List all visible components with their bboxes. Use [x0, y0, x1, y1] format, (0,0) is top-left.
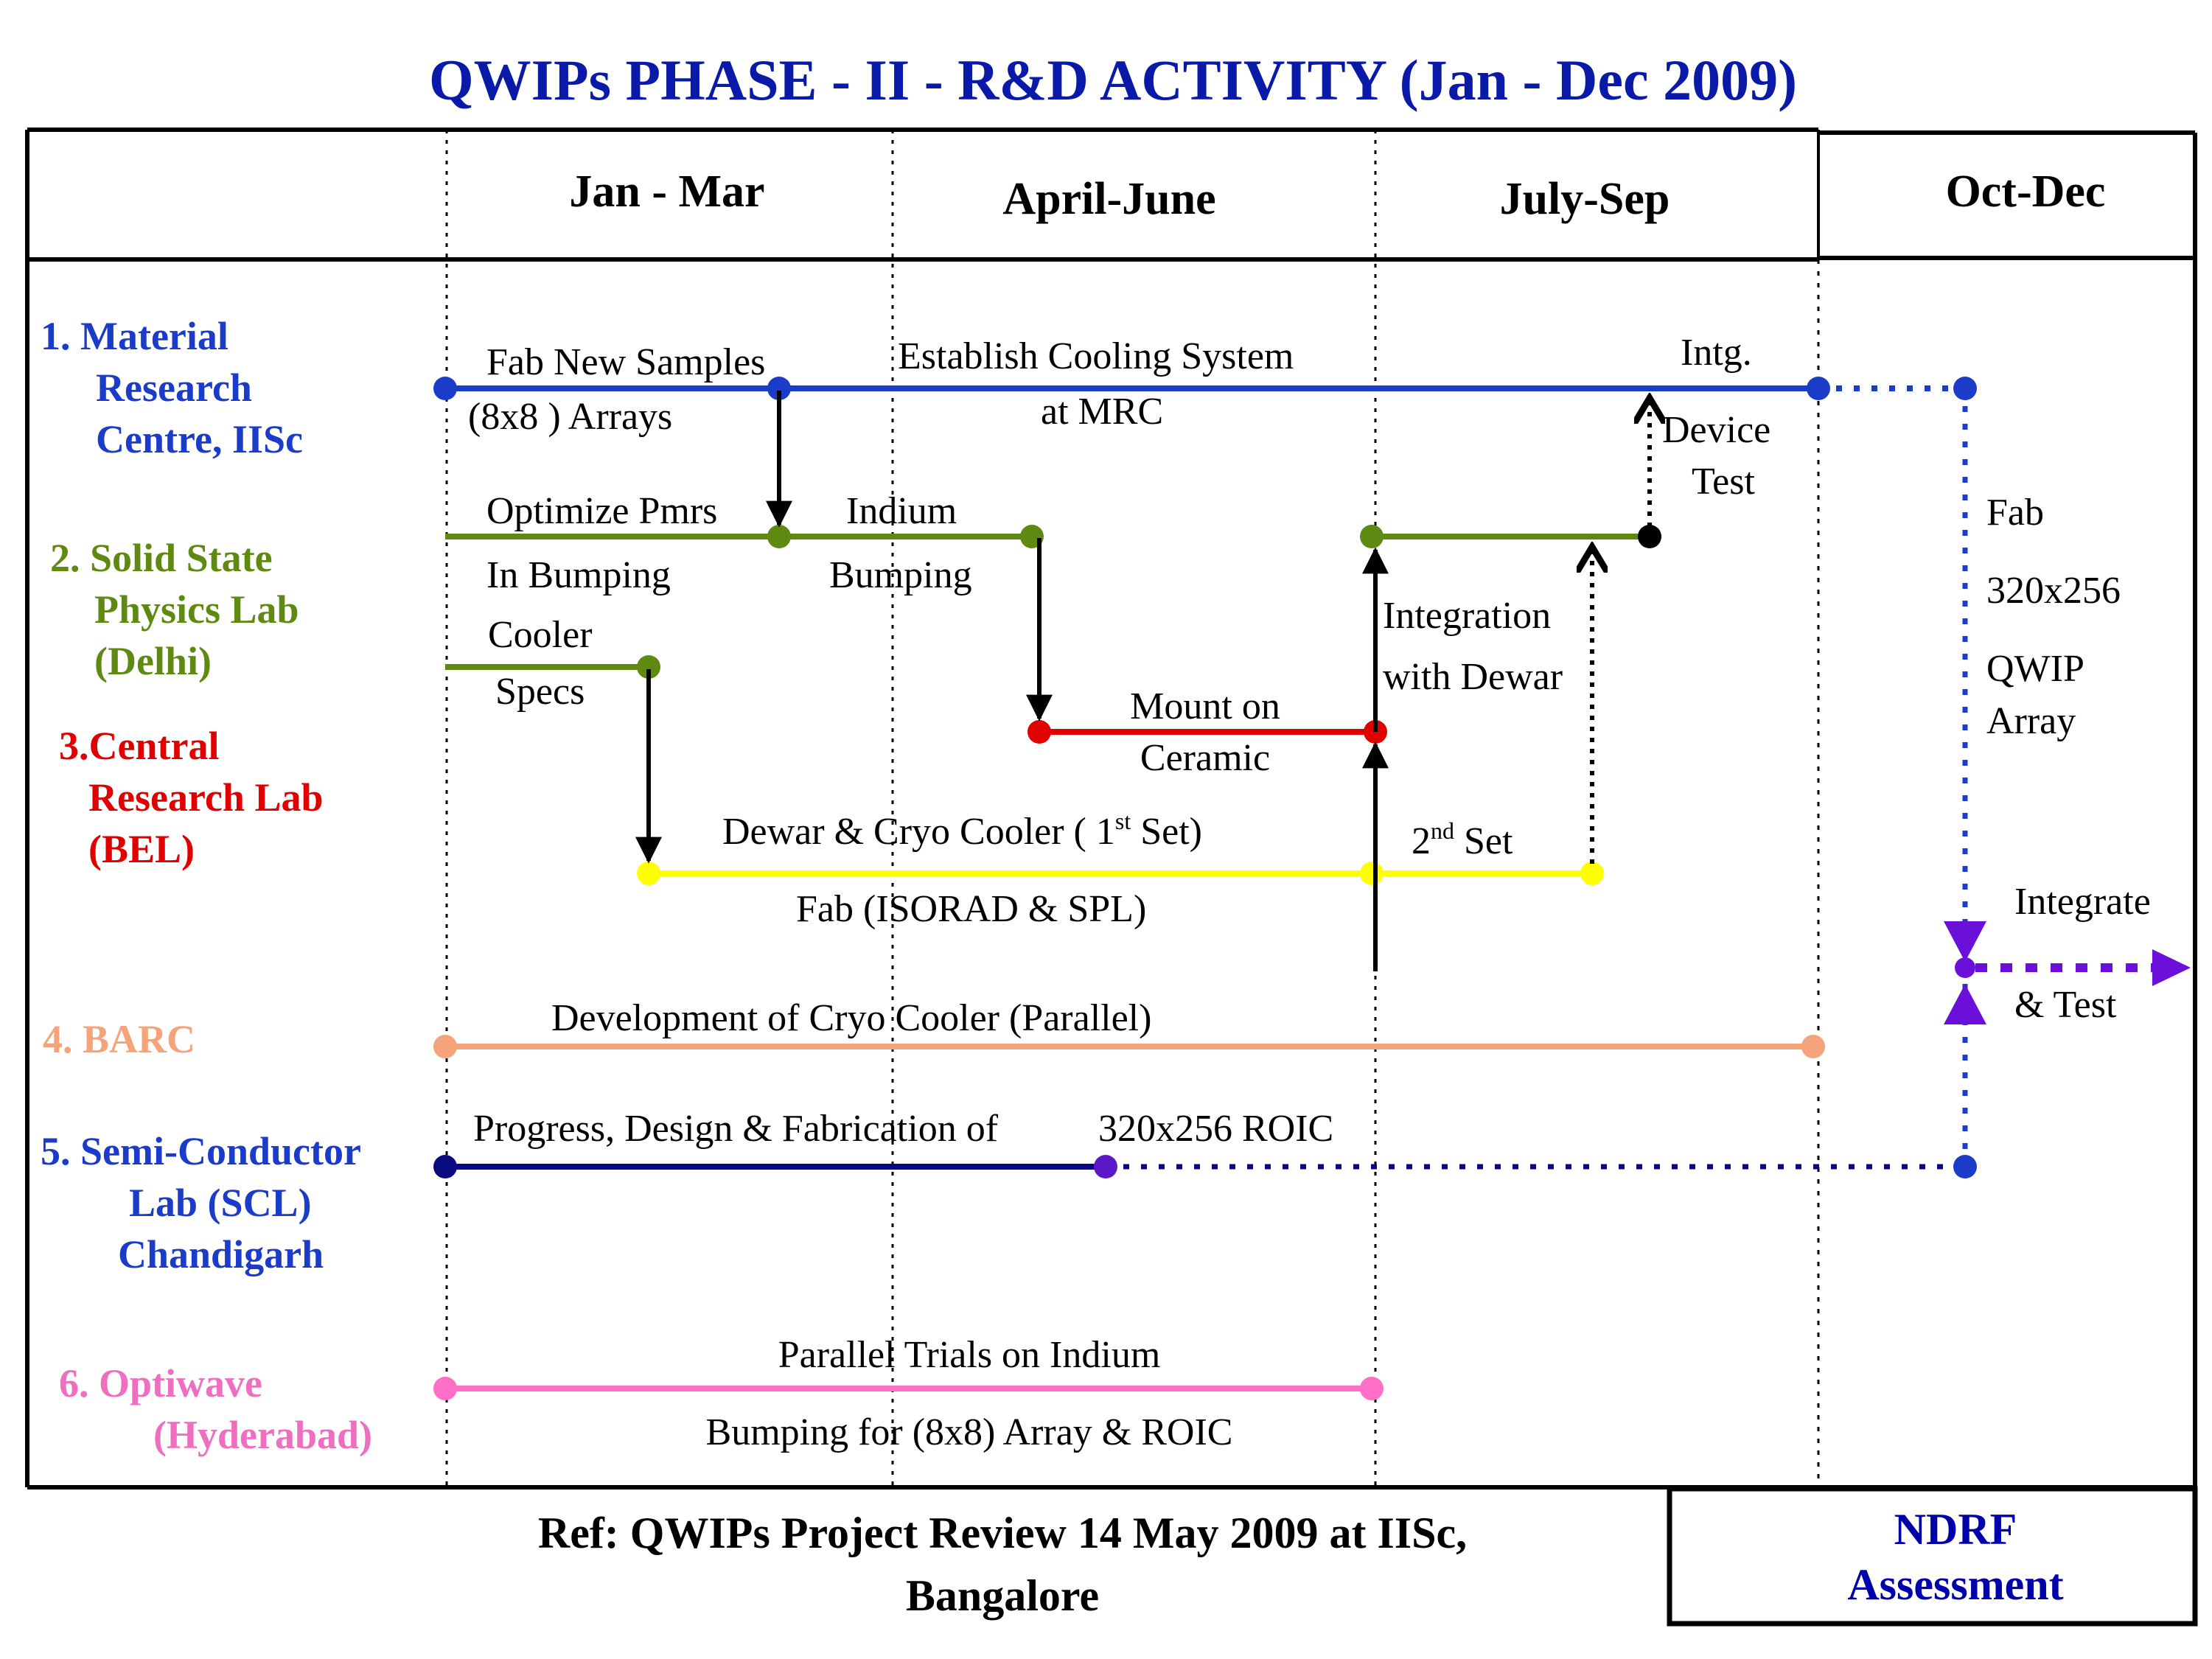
- svg-text:(Delhi): (Delhi): [94, 639, 212, 683]
- org-iisc: 1. Material Research Centre, IISc: [41, 314, 303, 461]
- org-optiwave: 6. Optiwave (Hyderabad): [59, 1361, 372, 1457]
- label-array: Array: [1986, 700, 2076, 742]
- label-optimize-pmrs: Optimize Pmrs: [486, 490, 717, 532]
- org-scl: 5. Semi-Conductor Lab (SCL) Chandigarh: [41, 1129, 361, 1276]
- footer-ref-line1: Ref: QWIPs Project Review 14 May 2009 at…: [538, 1509, 1467, 1557]
- label-second-set: 2nd Set: [1412, 817, 1513, 862]
- ndrf-box: [1667, 1486, 2198, 1627]
- chart-title: QWIPs PHASE - II - R&D ACTIVITY (Jan - D…: [429, 48, 1797, 112]
- org-sspl: 2. Solid State Physics Lab (Delhi): [50, 536, 299, 683]
- label-in-bumping: In Bumping: [486, 554, 671, 596]
- svg-text:3.Central: 3.Central: [59, 724, 219, 768]
- svg-text:Research: Research: [96, 366, 252, 410]
- svg-text:(BEL): (BEL): [88, 827, 195, 871]
- label-cooler: Cooler: [488, 614, 593, 656]
- label-roic: 320x256 ROIC: [1098, 1108, 1333, 1150]
- dependency-arrows: [635, 391, 1389, 971]
- table-frame: [25, 128, 2197, 1489]
- label-fab: Fab: [1986, 492, 2044, 534]
- dotted-arrows: [1592, 398, 1650, 864]
- label-specs: Specs: [495, 671, 585, 713]
- header-q1: Jan - Mar: [569, 167, 764, 217]
- label-device: Device: [1662, 409, 1770, 451]
- svg-text:Chandigarh: Chandigarh: [118, 1232, 324, 1276]
- label-ceramic: Ceramic: [1140, 737, 1270, 779]
- svg-text:2. Solid State: 2. Solid State: [50, 536, 273, 580]
- svg-text:Lab (SCL): Lab (SCL): [129, 1181, 312, 1225]
- track-sspl: [445, 525, 1661, 679]
- label-with-dewar: with Dewar: [1383, 656, 1563, 698]
- label-progress-design: Progress, Design & Fabrication of: [473, 1108, 999, 1150]
- header-q4: Oct-Dec: [1946, 167, 2106, 217]
- track-scl: [433, 1155, 1977, 1178]
- label-qwip: QWIP: [1986, 648, 2084, 690]
- integration-column: [1944, 388, 2191, 1167]
- header-q2: April-June: [1002, 174, 1215, 224]
- track-barc: [433, 1035, 1825, 1058]
- label-8x8-arrays: (8x8 ) Arrays: [468, 396, 672, 438]
- label-dewar-first-set: Dewar & Cryo Cooler ( 1st Set): [722, 808, 1202, 853]
- org-barc: 4. BARC: [43, 1017, 195, 1061]
- label-integrate: Integrate: [2014, 881, 2151, 923]
- svg-text:Physics Lab: Physics Lab: [94, 587, 299, 632]
- ndrf-line1: NDRF: [1894, 1505, 2017, 1554]
- label-fab-isorad: Fab (ISORAD & SPL): [796, 888, 1146, 930]
- svg-text:Centre, IISc: Centre, IISc: [96, 417, 303, 461]
- label-indium: Indium: [846, 490, 957, 532]
- track-dewar: [637, 862, 1604, 885]
- label-at-mrc: at MRC: [1041, 391, 1163, 433]
- label-bumping-for: Bumping for (8x8) Array & ROIC: [706, 1411, 1233, 1453]
- label-device-test: Test: [1692, 461, 1755, 503]
- svg-text:6. Optiwave: 6. Optiwave: [59, 1361, 262, 1405]
- label-bumping: Bumping: [829, 554, 972, 596]
- label-fab-new-samples: Fab New Samples: [486, 341, 765, 383]
- svg-text:5. Semi-Conductor: 5. Semi-Conductor: [41, 1129, 361, 1173]
- label-320x256: 320x256: [1986, 570, 2121, 612]
- svg-text:(Hyderabad): (Hyderabad): [153, 1413, 372, 1457]
- svg-text:Research Lab: Research Lab: [88, 775, 324, 820]
- label-parallel-trials: Parallel Trials on Indium: [778, 1334, 1161, 1376]
- label-mount-on: Mount on: [1130, 685, 1280, 727]
- track-iisc: [433, 377, 1977, 400]
- label-cryo-development: Development of Cryo Cooler (Parallel): [551, 997, 1151, 1039]
- label-integration: Integration: [1383, 595, 1551, 637]
- ndrf-line2: Assessment: [1847, 1560, 2063, 1609]
- header-q3: July-Sep: [1500, 174, 1670, 224]
- quarter-separators: [445, 130, 1377, 1487]
- footer-ref-line2: Bangalore: [906, 1571, 1099, 1620]
- label-intg: Intg.: [1681, 332, 1752, 374]
- svg-text:1. Material: 1. Material: [41, 314, 228, 358]
- label-establish-cooling: Establish Cooling System: [898, 335, 1294, 377]
- track-optiwave: [433, 1377, 1384, 1400]
- org-bel: 3.Central Research Lab (BEL): [59, 724, 324, 871]
- svg-text:4. BARC: 4. BARC: [43, 1017, 195, 1061]
- label-and-test: & Test: [2014, 984, 2117, 1026]
